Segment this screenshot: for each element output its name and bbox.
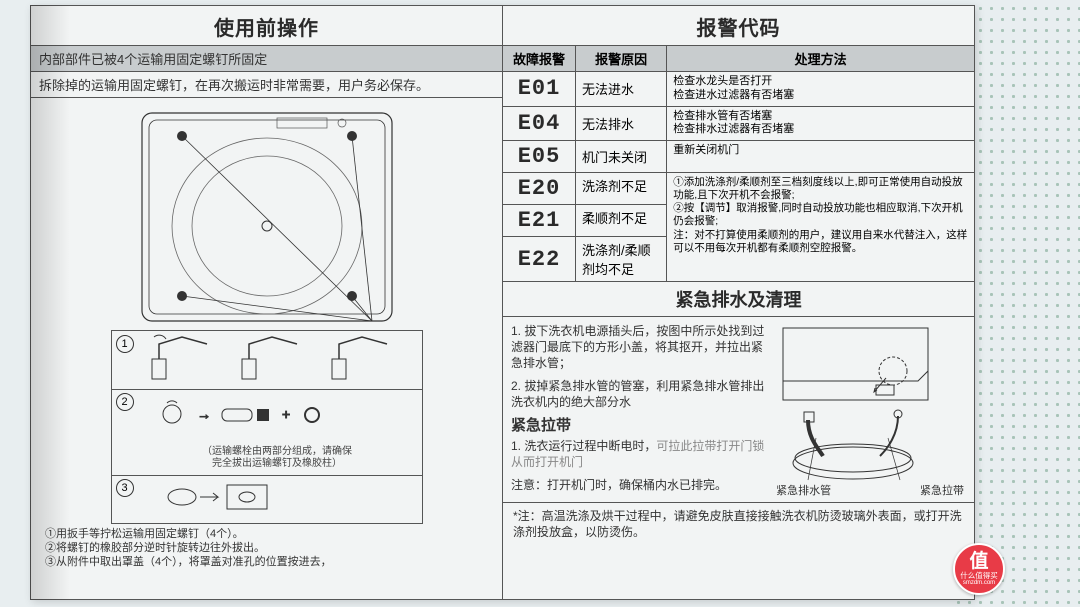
footer-warning: *注：高温洗涤及烘干过程中，请避免皮肤直接接触洗衣机防烫玻璃外表面，或打开洗涤剂… [503, 503, 974, 540]
badge-url: smzdm.com [963, 580, 995, 586]
alarm-solution: ①添加洗涤剂/柔顺剂至三档刻度线以上,即可正常使用自动投放功能,且下次开机不会报… [667, 173, 974, 282]
emergency-diagram: 紧急排水管 紧急拉带 [768, 323, 966, 498]
th-code: 故障报警 [503, 46, 576, 72]
alarm-row: E01无法进水检查水龙头是否打开检查进水过滤器有否堵塞 [503, 72, 974, 107]
info-keep: 拆除掉的运输用固定螺钉，在再次搬运时非常需要，用户务必保存。 [31, 72, 502, 98]
alarm-table: 故障报警 报警原因 处理方法 E01无法进水检查水龙头是否打开检查进水过滤器有否… [503, 46, 974, 282]
alarm-row: E20洗涤剂不足①添加洗涤剂/柔顺剂至三档刻度线以上,即可正常使用自动投放功能,… [503, 173, 974, 205]
th-solution: 处理方法 [667, 46, 974, 72]
alarm-reason: 无法进水 [576, 72, 667, 107]
footnote-3: ③从附件中取出罩盖（4个），将罩盖对准孔的位置按进去， [45, 556, 488, 570]
alarm-reason: 洗涤剂/柔顺剂均不足 [576, 237, 667, 282]
badge-sub: 什么值得买 [960, 572, 998, 580]
left-title: 使用前操作 [31, 6, 502, 46]
emerg-step-3: 1. 洗衣运行过程中断电时，可拉此拉带打开门锁从而打开机门 [511, 438, 768, 470]
footnote-2: ②将螺钉的橡胶部分逆时针旋转边往外拔出。 [45, 542, 488, 556]
label-pull-strap: 紧急拉带 [920, 482, 964, 498]
alarm-reason: 柔顺剂不足 [576, 205, 667, 237]
info-fixed: 内部部件已被4个运输用固定螺钉所固定 [31, 46, 502, 72]
alarm-code: E21 [503, 205, 576, 237]
emerg-step-1: 1. 拔下洗衣机电源插头后，按图中所示处找到过滤器门最底下的方形小盖，将其抠开，… [511, 323, 768, 372]
step2-note: （运输螺栓由两部分组成，请确保 完全拔出运输螺钉及橡胶柱） [142, 446, 412, 470]
alarm-row: E04无法排水检查排水管有否堵塞检查排水过滤器有否堵塞 [503, 106, 974, 141]
alarm-code: E05 [503, 141, 576, 173]
instruction-sheet: 使用前操作 内部部件已被4个运输用固定螺钉所固定 拆除掉的运输用固定螺钉，在再次… [30, 5, 975, 600]
alarm-code: E20 [503, 173, 576, 205]
alarm-solution: 重新关闭机门 [667, 141, 974, 173]
alarm-reason: 机门未关闭 [576, 141, 667, 173]
alarm-code: E01 [503, 72, 576, 107]
alarm-code: E04 [503, 106, 576, 141]
foot-notes: ①用扳手等拧松运输用固定螺钉（4个）。 ②将螺钉的橡胶部分逆时针旋转边往外拔出。… [37, 524, 496, 571]
footnote-1: ①用扳手等拧松运输用固定螺钉（4个）。 [45, 528, 488, 542]
machine-back-diagram [137, 108, 397, 326]
label-drain-tube: 紧急排水管 [776, 482, 831, 498]
emerg-step-2: 2. 拔掉紧急排水管的管塞，利用紧急排水管排出洗衣机内的绝大部分水 [511, 378, 768, 410]
svg-text:→: → [197, 406, 211, 422]
th-reason: 报警原因 [576, 46, 667, 72]
badge-zhi: 值 [969, 552, 988, 571]
emerg-note: 注意：打开机门时，确保桶内水已排完。 [511, 477, 768, 493]
svg-text:+: + [282, 406, 290, 422]
alarm-row: E05机门未关闭重新关闭机门 [503, 141, 974, 173]
alarm-solution: 检查排水管有否堵塞检查排水过滤器有否堵塞 [667, 106, 974, 141]
right-title: 报警代码 [503, 6, 974, 46]
emergency-title: 紧急排水及清理 [503, 282, 974, 317]
alarm-reason: 洗涤剂不足 [576, 173, 667, 205]
emergency-text: 1. 拔下洗衣机电源插头后，按图中所示处找到过滤器门最底下的方形小盖，将其抠开，… [511, 323, 768, 498]
emerg-subtitle: 紧急拉带 [511, 416, 768, 436]
alarm-reason: 无法排水 [576, 106, 667, 141]
smzdm-badge: 值 什么值得买 smzdm.com [953, 543, 1005, 595]
pre-use-section: 使用前操作 内部部件已被4个运输用固定螺钉所固定 拆除掉的运输用固定螺钉，在再次… [31, 6, 503, 599]
alarm-section: 报警代码 故障报警 报警原因 处理方法 E01无法进水检查水龙头是否打开检查进水… [503, 6, 974, 599]
steps-box: 1 [37, 330, 496, 524]
alarm-solution: 检查水龙头是否打开检查进水过滤器有否堵塞 [667, 72, 974, 107]
alarm-code: E22 [503, 237, 576, 282]
